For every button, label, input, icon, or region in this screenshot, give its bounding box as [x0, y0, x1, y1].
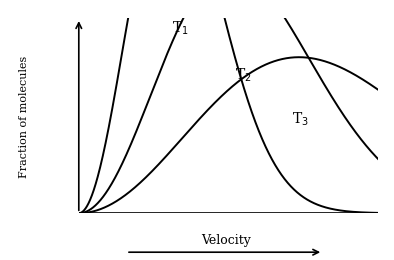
Text: T$_1$: T$_1$: [172, 20, 189, 37]
Text: Velocity: Velocity: [202, 234, 251, 247]
Text: T$_2$: T$_2$: [235, 67, 252, 84]
Text: Fraction of molecules: Fraction of molecules: [19, 56, 29, 178]
Text: T$_3$: T$_3$: [292, 111, 309, 128]
